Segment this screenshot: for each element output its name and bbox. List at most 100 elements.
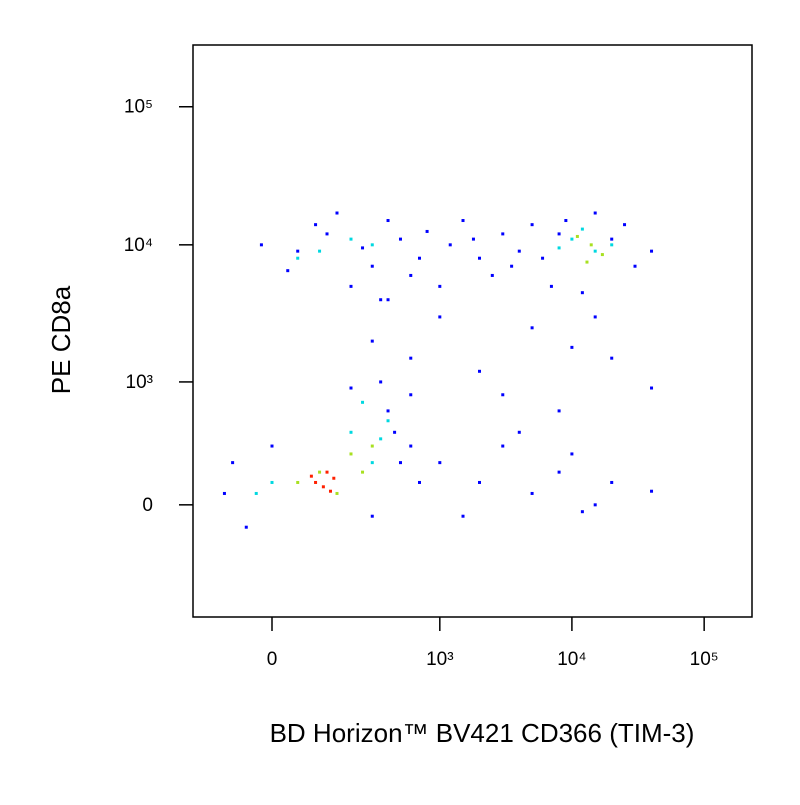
point xyxy=(593,211,597,215)
point xyxy=(409,393,413,397)
point xyxy=(448,243,452,247)
point xyxy=(589,243,593,247)
point xyxy=(593,315,597,319)
point xyxy=(650,386,654,390)
point xyxy=(580,227,584,231)
point xyxy=(386,419,390,423)
point xyxy=(461,219,465,223)
point xyxy=(361,470,365,474)
point xyxy=(349,284,353,288)
point xyxy=(510,264,514,268)
point xyxy=(650,249,654,253)
point xyxy=(296,256,300,260)
point xyxy=(318,249,322,253)
point xyxy=(471,237,475,241)
point xyxy=(610,243,614,247)
point xyxy=(409,356,413,360)
point xyxy=(309,474,313,478)
point xyxy=(564,219,568,223)
point xyxy=(438,315,442,319)
point xyxy=(349,237,353,241)
point xyxy=(501,444,505,448)
plot-frame xyxy=(192,44,753,618)
point xyxy=(398,461,402,465)
point xyxy=(259,243,263,247)
x-tick-label: 10³ xyxy=(426,649,453,670)
y-tick-label: 10³ xyxy=(126,372,153,393)
point xyxy=(370,444,374,448)
point xyxy=(335,211,339,215)
x-tick-label: 10⁴ xyxy=(557,649,586,670)
point xyxy=(517,430,521,434)
point xyxy=(379,298,383,302)
point xyxy=(370,339,374,343)
point xyxy=(610,480,614,484)
point xyxy=(244,525,248,529)
point xyxy=(438,284,442,288)
point xyxy=(332,476,336,480)
x-tick-label: 0 xyxy=(267,649,278,670)
point xyxy=(231,461,235,465)
point xyxy=(417,256,421,260)
point xyxy=(370,461,374,465)
point xyxy=(557,246,561,250)
point xyxy=(386,219,390,223)
point xyxy=(541,256,545,260)
point xyxy=(593,249,597,253)
point xyxy=(314,480,318,484)
point xyxy=(478,369,482,373)
point xyxy=(633,264,637,268)
point xyxy=(296,480,300,484)
point xyxy=(490,273,494,277)
y-tick-label: 10⁵ xyxy=(124,97,153,118)
point xyxy=(575,234,579,238)
point xyxy=(580,510,584,514)
point xyxy=(478,256,482,260)
point xyxy=(580,291,584,295)
point xyxy=(349,430,353,434)
point xyxy=(557,232,561,236)
point xyxy=(478,480,482,484)
point xyxy=(328,489,332,493)
point xyxy=(335,491,339,495)
point xyxy=(370,514,374,518)
point xyxy=(557,470,561,474)
y-tick-label: 10⁴ xyxy=(124,235,153,256)
point xyxy=(222,491,226,495)
point xyxy=(386,298,390,302)
point xyxy=(517,249,521,253)
point xyxy=(393,430,397,434)
point xyxy=(349,386,353,390)
point xyxy=(379,380,383,384)
point xyxy=(321,485,325,489)
point xyxy=(570,237,574,241)
point xyxy=(570,452,574,456)
point xyxy=(318,470,322,474)
point xyxy=(270,480,274,484)
point xyxy=(370,264,374,268)
point xyxy=(409,444,413,448)
point xyxy=(530,223,534,227)
point xyxy=(398,237,402,241)
point xyxy=(417,480,421,484)
point xyxy=(600,253,604,257)
point xyxy=(425,229,429,233)
point xyxy=(610,356,614,360)
point xyxy=(286,269,290,273)
point xyxy=(270,444,274,448)
point xyxy=(610,237,614,241)
point xyxy=(361,246,365,250)
point xyxy=(530,491,534,495)
point xyxy=(325,232,329,236)
point xyxy=(593,503,597,507)
point xyxy=(409,273,413,277)
point xyxy=(623,223,627,227)
point xyxy=(650,489,654,493)
point xyxy=(379,437,383,441)
point xyxy=(370,243,374,247)
point xyxy=(325,470,329,474)
point xyxy=(570,345,574,349)
point xyxy=(501,393,505,397)
point xyxy=(530,326,534,330)
